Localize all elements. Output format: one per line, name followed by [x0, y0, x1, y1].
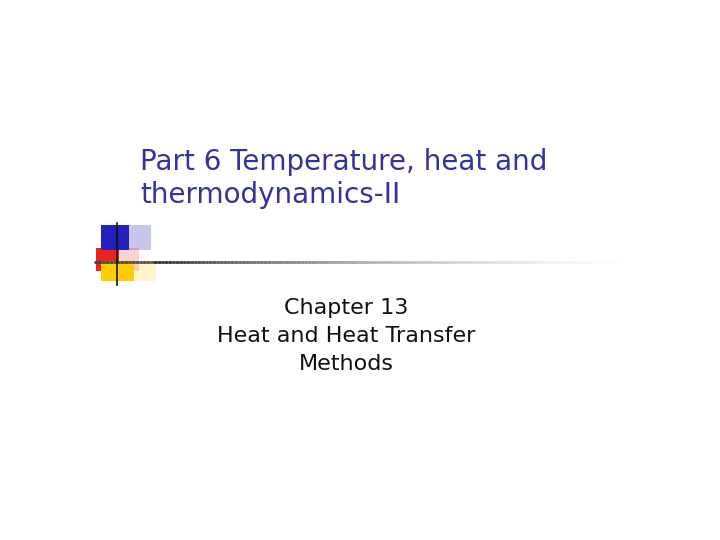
Bar [96, 248, 119, 271]
Bar [101, 225, 129, 250]
Bar [119, 248, 138, 271]
Bar [133, 261, 156, 281]
Bar [129, 225, 151, 250]
Bar [101, 261, 133, 281]
Text: Chapter 13
Heat and Heat Transfer
Methods: Chapter 13 Heat and Heat Transfer Method… [217, 298, 476, 374]
Text: Part 6 Temperature, heat and
thermodynamics-II: Part 6 Temperature, heat and thermodynam… [140, 148, 548, 210]
